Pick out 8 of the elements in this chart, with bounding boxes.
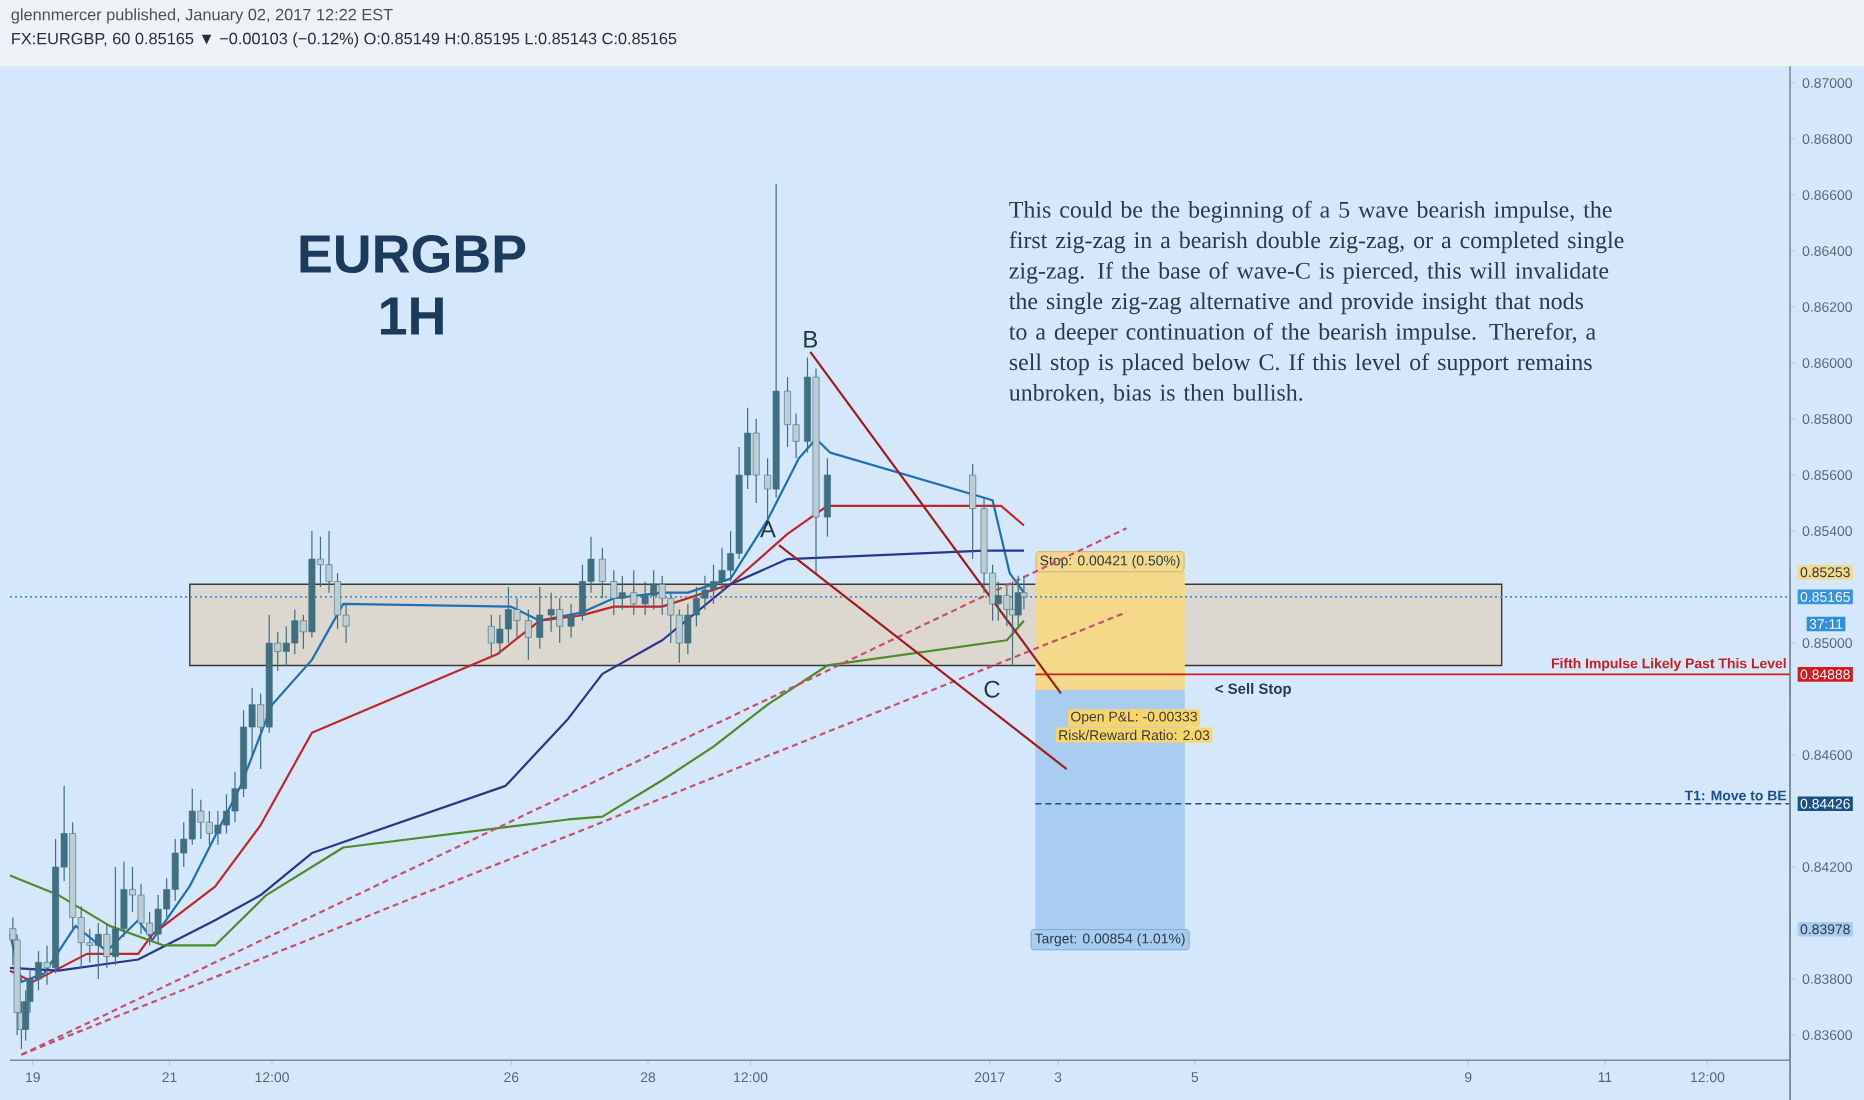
annotation: This could be the beginning of a 5 wave bearish impulse, the first zig-zag in a bearish double zig-zag, or a completed single zig-zag. If the base of wave-C is pierced, this will invalidate the single zig-zag alternative and provide insight that nods to a deeper continuation of the bearish impulse. Therefor, a sell stop is placed below C. If this level of support remains unbroken, bias is then bullish. bbox=[1009, 200, 1624, 405]
annotation: A bbox=[760, 520, 776, 538]
text: 1H bbox=[381, 297, 443, 335]
text: EURGBP bbox=[300, 234, 526, 274]
text: FX:EURGBP, 60 0.85165 ▼ −0.00103 (−0.12%) O:0.85149 H:0.85195 L:0.85143 C:0.85165 bbox=[12, 32, 677, 48]
annotation: C bbox=[984, 680, 1000, 698]
text: glennmercer published, January 02, 2017 12:22 EST bbox=[11, 8, 393, 24]
annotation: B bbox=[804, 331, 818, 348]
